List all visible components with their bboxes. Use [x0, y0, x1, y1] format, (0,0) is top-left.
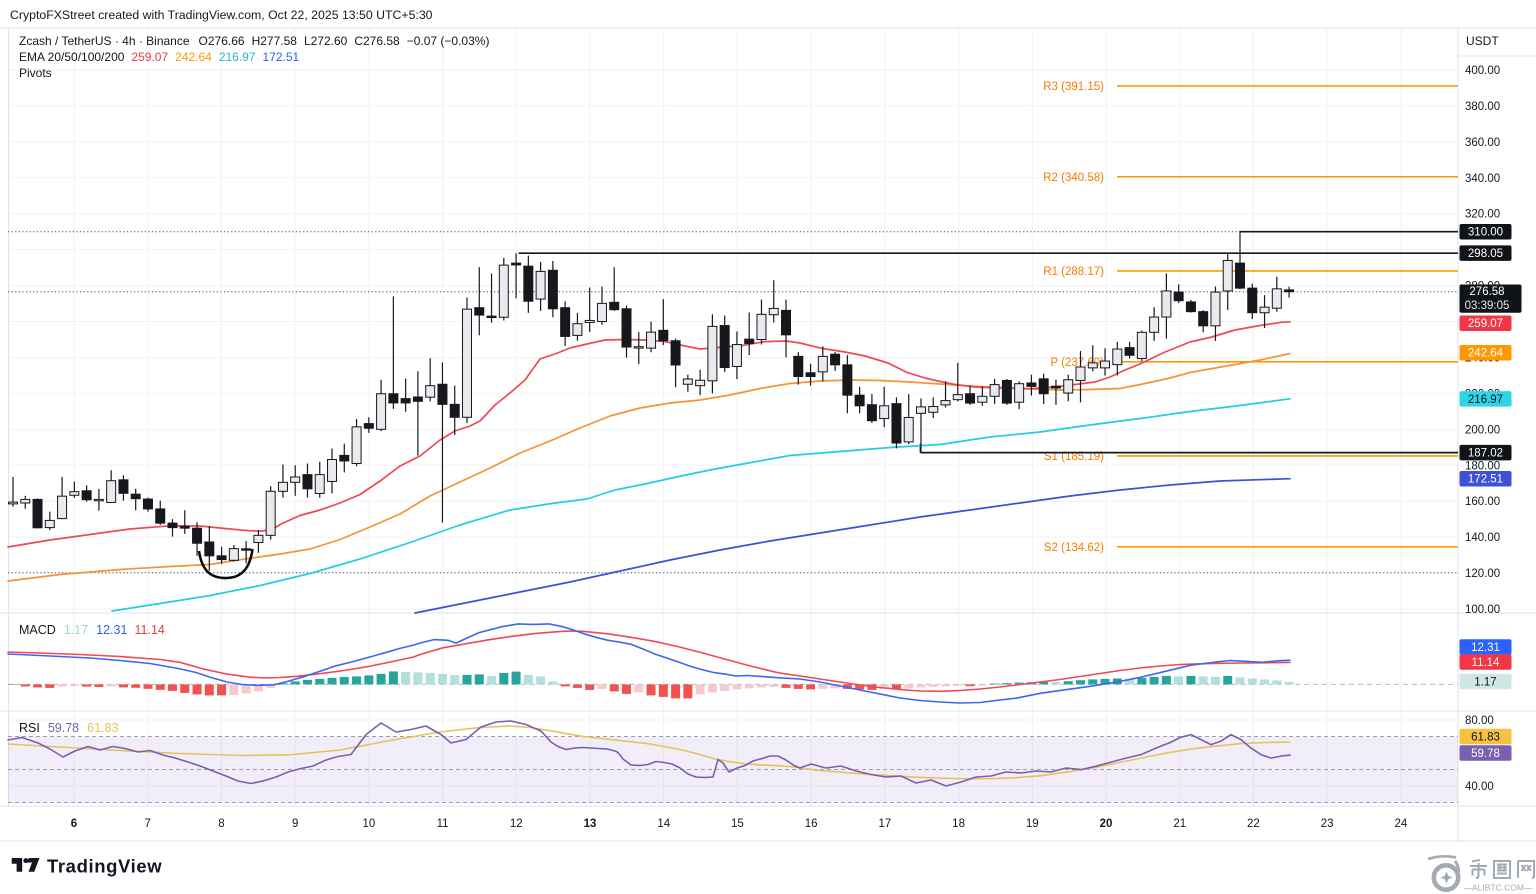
svg-text:Zcash / TetherUS · 4h · Binanc: Zcash / TetherUS · 4h · Binance O276.66 H2…: [19, 34, 489, 48]
svg-text:140.00: 140.00: [1465, 532, 1500, 544]
svg-text:11.14: 11.14: [1472, 657, 1501, 669]
svg-text:100.00: 100.00: [1465, 604, 1500, 616]
svg-text:160.00: 160.00: [1465, 496, 1500, 508]
svg-text:S1 (185.19): S1 (185.19): [1044, 451, 1104, 463]
svg-text:18: 18: [952, 818, 965, 830]
svg-text:R2 (340.58): R2 (340.58): [1043, 172, 1104, 184]
svg-text:276.58: 276.58: [1469, 286, 1504, 298]
svg-text:1.17: 1.17: [1474, 677, 1496, 689]
svg-text:13: 13: [584, 818, 597, 830]
svg-text:320.00: 320.00: [1465, 209, 1500, 221]
svg-text:R1 (288.17): R1 (288.17): [1043, 266, 1104, 278]
svg-text:15: 15: [731, 818, 744, 830]
svg-text:40.00: 40.00: [1465, 781, 1494, 793]
svg-text:Pivots: Pivots: [19, 66, 52, 80]
svg-text:17: 17: [878, 818, 891, 830]
svg-text:S2 (134.62): S2 (134.62): [1044, 542, 1104, 554]
svg-text:23: 23: [1321, 818, 1334, 830]
svg-text:14: 14: [657, 818, 670, 830]
svg-text:USDT: USDT: [1466, 34, 1499, 48]
svg-text:21: 21: [1173, 818, 1186, 830]
svg-text:216.97: 216.97: [1468, 394, 1503, 406]
svg-text:12: 12: [510, 818, 523, 830]
svg-text:9: 9: [292, 818, 298, 830]
svg-text:CryptoFXStreet created with Tr: CryptoFXStreet created with TradingView.…: [10, 8, 433, 22]
svg-text:12.31: 12.31: [1471, 642, 1500, 654]
svg-text:80.00: 80.00: [1465, 715, 1494, 727]
svg-text:298.05: 298.05: [1468, 248, 1503, 260]
svg-text:TradingView: TradingView: [47, 856, 162, 877]
svg-text:19: 19: [1026, 818, 1039, 830]
svg-text:11: 11: [437, 818, 449, 830]
svg-text:6: 6: [71, 818, 77, 830]
svg-text:03:39:05: 03:39:05: [1465, 300, 1510, 312]
svg-text:22: 22: [1247, 818, 1260, 830]
svg-text:—ALIBTC.COM—: —ALIBTC.COM—: [1464, 883, 1533, 893]
svg-text:340.00: 340.00: [1465, 173, 1500, 185]
svg-text:61.83: 61.83: [1471, 732, 1500, 744]
svg-text:380.00: 380.00: [1465, 101, 1500, 113]
svg-text:R3 (391.15): R3 (391.15): [1043, 81, 1104, 93]
svg-text:8: 8: [218, 818, 224, 830]
svg-text:200.00: 200.00: [1465, 424, 1500, 436]
svg-text:259.07: 259.07: [1468, 318, 1503, 330]
svg-text:310.00: 310.00: [1468, 227, 1503, 239]
svg-text:360.00: 360.00: [1465, 137, 1500, 149]
svg-text:10: 10: [362, 818, 375, 830]
svg-text:180.00: 180.00: [1465, 460, 1500, 472]
svg-text:7: 7: [145, 818, 151, 830]
svg-text:120.00: 120.00: [1465, 568, 1500, 580]
svg-text:172.51: 172.51: [1468, 474, 1503, 486]
svg-text:16: 16: [805, 818, 818, 830]
svg-text:187.02: 187.02: [1468, 448, 1503, 460]
svg-text:59.78: 59.78: [1471, 748, 1500, 760]
svg-text:20: 20: [1100, 818, 1113, 830]
svg-text:400.00: 400.00: [1465, 65, 1500, 77]
svg-text:242.64: 242.64: [1468, 348, 1504, 360]
svg-text:24: 24: [1394, 818, 1407, 830]
